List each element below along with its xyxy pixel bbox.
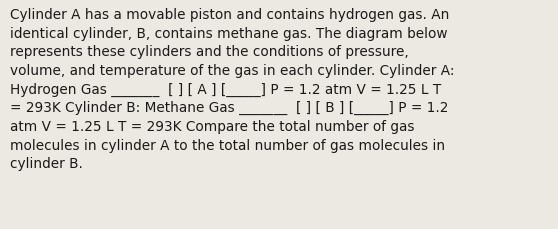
Text: Cylinder A has a movable piston and contains hydrogen gas. An
identical cylinder: Cylinder A has a movable piston and cont… (10, 8, 455, 171)
